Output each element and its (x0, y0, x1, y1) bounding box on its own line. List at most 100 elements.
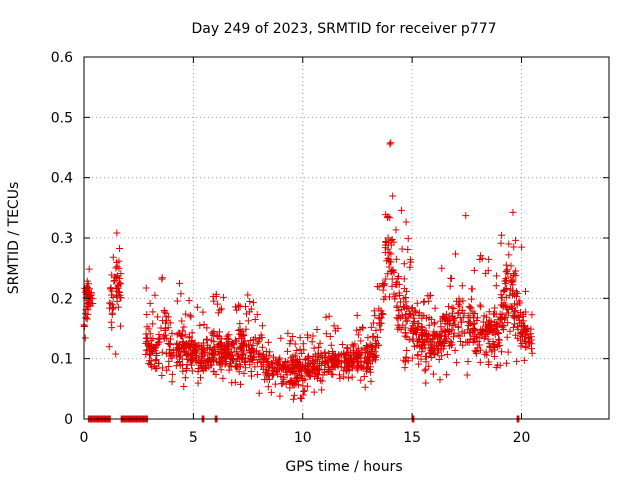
data-point (177, 290, 185, 298)
data-point (476, 333, 484, 341)
data-point (371, 312, 379, 320)
data-point (471, 337, 479, 345)
data-point (168, 354, 176, 362)
data-point (490, 342, 498, 350)
data-point (185, 334, 193, 342)
data-point (189, 341, 197, 349)
data-point (107, 285, 115, 293)
data-point (276, 392, 284, 400)
data-point (254, 370, 262, 378)
data-point (163, 366, 171, 374)
data-point (401, 332, 409, 340)
data-point (343, 344, 351, 352)
data-point (236, 320, 244, 328)
data-point (490, 352, 498, 360)
data-point (523, 343, 531, 351)
data-point (147, 351, 155, 359)
data-point (468, 285, 476, 293)
data-point (422, 365, 430, 373)
data-point (166, 319, 174, 327)
data-point (310, 388, 318, 396)
data-point (301, 387, 309, 395)
data-point (355, 331, 363, 339)
data-point (506, 327, 514, 335)
data-point (409, 322, 417, 330)
data-point (224, 351, 232, 359)
data-point (467, 329, 475, 337)
data-point (383, 257, 391, 265)
data-point (279, 360, 287, 368)
data-point (354, 366, 362, 374)
data-point (297, 394, 305, 402)
data-point (490, 310, 498, 318)
data-point (452, 250, 460, 258)
data-point (367, 344, 375, 352)
data-point (503, 333, 511, 341)
data-point (257, 357, 265, 365)
data-point (515, 313, 523, 321)
data-point (149, 320, 157, 328)
data-point (251, 363, 259, 371)
data-point (388, 275, 396, 283)
data-point (485, 255, 493, 263)
data-point (368, 357, 376, 365)
data-point (410, 314, 418, 322)
x-tick-label: 20 (513, 430, 531, 446)
data-point (466, 335, 474, 343)
data-point (187, 350, 195, 358)
data-point (490, 344, 498, 352)
data-point (255, 353, 263, 361)
data-point (272, 367, 280, 375)
data-point (369, 333, 377, 341)
data-point (168, 329, 176, 337)
data-point (248, 372, 256, 380)
data-point (164, 324, 172, 332)
data-point (232, 338, 240, 346)
data-point (329, 371, 337, 379)
data-point (522, 287, 530, 295)
data-point (186, 342, 194, 350)
data-point (108, 324, 116, 332)
data-point (402, 329, 410, 337)
data-point (286, 378, 294, 386)
data-point (481, 331, 489, 339)
data-point (479, 318, 487, 326)
data-point (378, 310, 386, 318)
data-point (424, 336, 432, 344)
data-point (290, 391, 298, 399)
data-point (514, 312, 522, 320)
data-point (510, 323, 518, 331)
data-point (322, 353, 330, 361)
data-point (213, 358, 221, 366)
data-point (230, 356, 238, 364)
data-point (417, 355, 425, 363)
data-point (165, 340, 173, 348)
axis-ticks: 0 0.1 0.2 0.3 0.4 0.5 0.6 0 5 10 15 20 (51, 50, 609, 446)
data-point (482, 269, 490, 277)
data-point (164, 313, 172, 321)
data-point (338, 341, 346, 349)
data-point (413, 299, 421, 307)
data-point (305, 367, 313, 375)
data-point (210, 367, 218, 375)
data-point (460, 329, 468, 337)
data-point (278, 380, 286, 388)
data-point (147, 336, 155, 344)
data-point (387, 241, 395, 249)
data-point (507, 262, 515, 270)
data-point (353, 353, 361, 361)
data-point (397, 306, 405, 314)
data-point (330, 322, 338, 330)
data-point (321, 365, 329, 373)
data-point (528, 340, 536, 348)
data-point (195, 342, 203, 350)
data-point (210, 344, 218, 352)
data-point (197, 374, 205, 382)
data-point (513, 301, 521, 309)
data-point (398, 245, 406, 253)
data-point (485, 319, 493, 327)
data-point (425, 349, 433, 357)
data-point (458, 306, 466, 314)
data-point (437, 323, 445, 331)
data-point (387, 139, 395, 147)
